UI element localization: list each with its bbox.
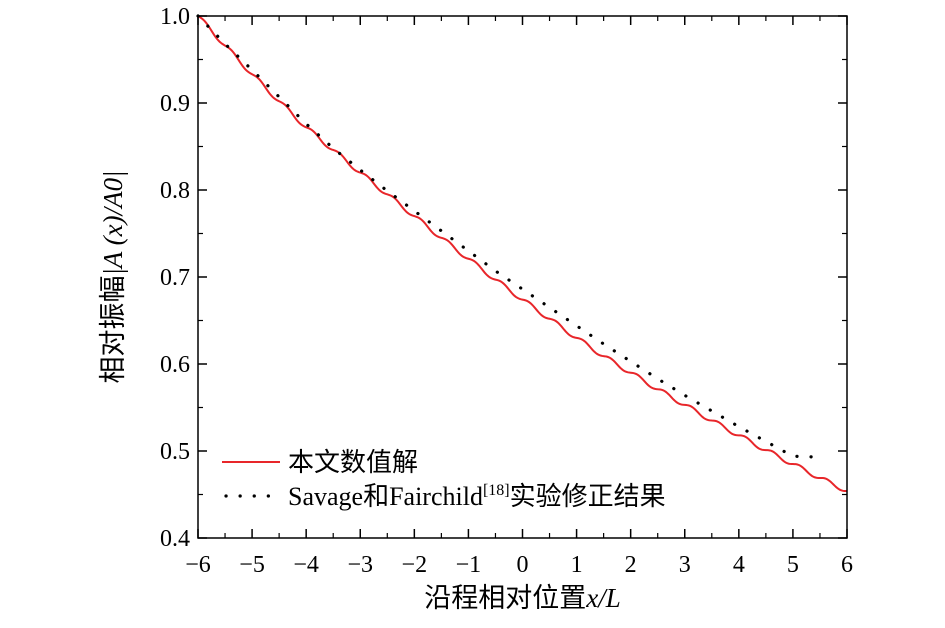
x-tick-label: −5 <box>239 552 265 578</box>
x-tick-label: 5 <box>787 552 799 578</box>
y-tick-label: 0.4 <box>160 526 190 552</box>
series-line-numerical <box>197 15 848 493</box>
y-tick-label: 0.7 <box>160 265 190 291</box>
x-tick-label: 1 <box>571 552 583 578</box>
y-tick-label: 0.6 <box>160 352 190 378</box>
y-tick-label: 0.9 <box>160 91 190 117</box>
x-tick-label: 2 <box>625 552 637 578</box>
y-axis-title: 相对振幅|A (x)/A0| <box>98 170 128 383</box>
x-tick-label: 6 <box>841 552 853 578</box>
x-tick-label: 4 <box>733 552 745 578</box>
x-tick-label: 0 <box>517 552 529 578</box>
x-tick-label: −3 <box>347 552 373 578</box>
x-tick-label: −4 <box>293 552 319 578</box>
y-tick-label: 0.5 <box>160 439 190 465</box>
x-tick-label: −2 <box>402 552 428 578</box>
legend-label-experimental: Savage和Fairchild[18]实验修正结果 <box>288 482 666 511</box>
x-tick-label: −1 <box>456 552 482 578</box>
x-tick-label: −6 <box>185 552 211 578</box>
x-tick-label: 3 <box>679 552 691 578</box>
x-axis-title: 沿程相对位置x/L <box>424 583 621 613</box>
legend-label-numerical: 本文数值解 <box>288 448 418 477</box>
series-line-experimental <box>196 14 819 459</box>
y-tick-label: 0.8 <box>160 178 190 204</box>
y-tick-label: 1.0 <box>160 4 190 30</box>
